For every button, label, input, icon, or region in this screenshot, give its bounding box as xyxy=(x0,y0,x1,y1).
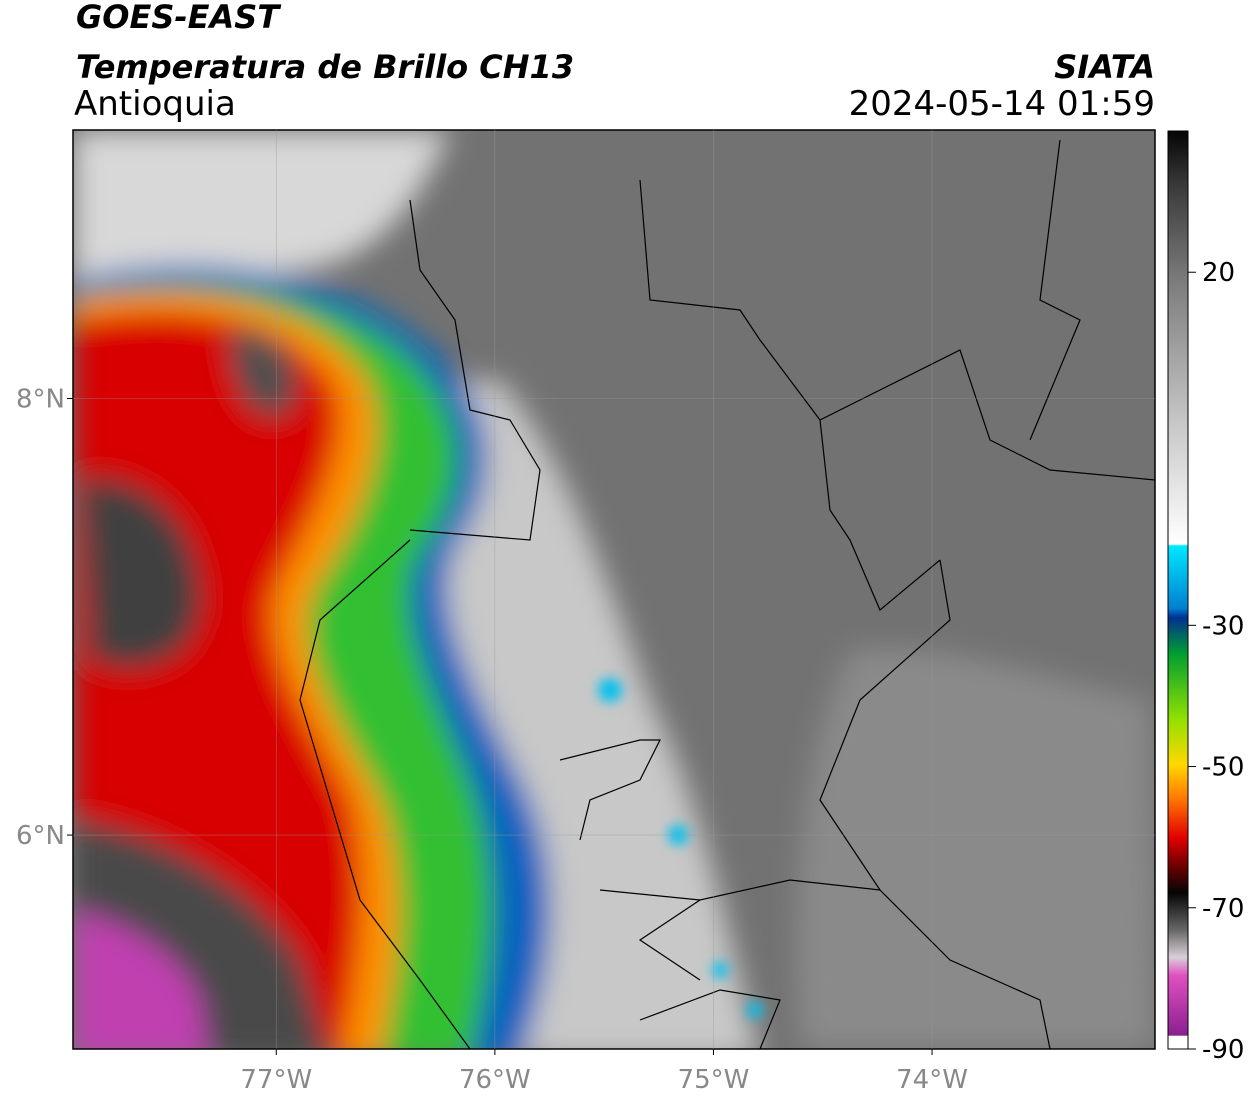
datetime: 2024-05-14 01:59 xyxy=(849,84,1155,124)
x-tick-label: 76°W xyxy=(459,1065,531,1095)
map-image xyxy=(73,130,1155,1049)
region: Antioquia xyxy=(74,84,236,124)
x-tick-label: 75°W xyxy=(678,1065,750,1095)
colorbar-tick-label: -50 xyxy=(1202,753,1244,783)
satellite: GOES-EAST xyxy=(76,0,281,36)
y-tick-label: 6°N xyxy=(16,821,65,851)
x-tick-label: 77°W xyxy=(240,1065,312,1095)
colorbar-tick-label: -70 xyxy=(1202,894,1244,924)
map-frame xyxy=(72,129,1156,1050)
product: Temperatura de Brillo CH13 xyxy=(76,48,574,86)
x-tick-label: 74°W xyxy=(896,1065,968,1095)
source: SIATA xyxy=(1054,48,1155,86)
colorbar-tick-label: 20 xyxy=(1202,258,1235,288)
colorbar xyxy=(1167,130,1189,1050)
colorbar-tick-label: -30 xyxy=(1202,611,1244,641)
colorbar-tick-label: -90 xyxy=(1202,1035,1244,1065)
y-tick-label: 8°N xyxy=(16,384,65,414)
